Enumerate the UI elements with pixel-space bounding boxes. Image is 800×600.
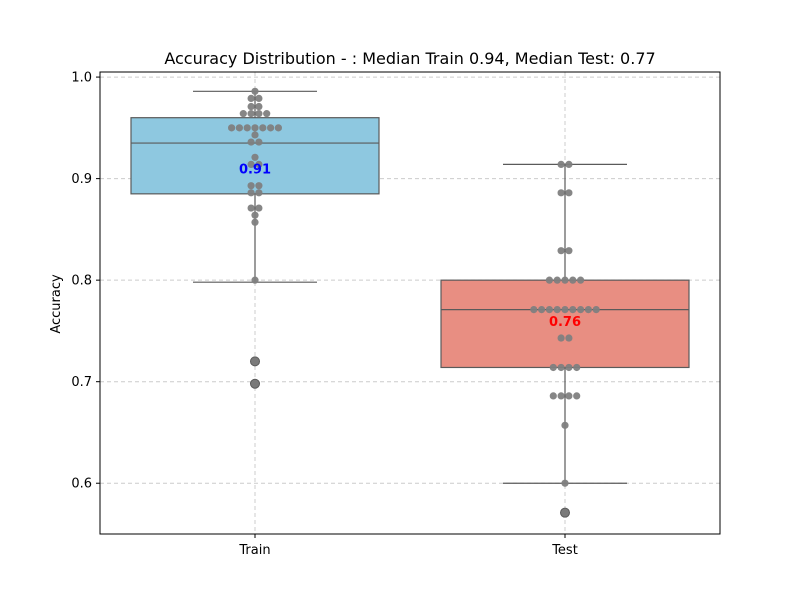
swarm-point [247, 204, 255, 212]
swarm-point [243, 124, 251, 132]
swarm-point [557, 189, 565, 197]
swarm-point [565, 392, 573, 400]
swarm-point [255, 189, 263, 197]
swarm-point [251, 124, 259, 132]
swarm-point [569, 276, 577, 284]
x-tick-label: Train [238, 543, 270, 558]
y-tick-label: 0.6 [71, 477, 92, 492]
swarm-point [573, 392, 581, 400]
swarm-point [263, 110, 271, 118]
swarm-point [565, 189, 573, 197]
y-tick-label: 0.7 [71, 375, 92, 390]
swarm-point [247, 189, 255, 197]
swarm-point [557, 160, 565, 168]
swarm-point [228, 124, 236, 132]
swarm-point [259, 124, 267, 132]
swarm-point [251, 153, 259, 161]
swarm-point [255, 182, 263, 190]
swarm-point [251, 87, 259, 95]
swarm-point [251, 131, 259, 139]
y-tick-label: 1.0 [71, 71, 92, 86]
swarm-point [577, 276, 585, 284]
swarm-point [255, 94, 263, 102]
y-tick-label: 0.8 [71, 274, 92, 289]
swarm-point [569, 306, 577, 314]
swarm-point [557, 392, 565, 400]
swarm-point [255, 160, 263, 168]
swarm-point [267, 124, 275, 132]
swarm-point [549, 392, 557, 400]
swarm-point [561, 479, 569, 487]
boxes [130, 90, 690, 518]
swarm-point [251, 211, 259, 219]
swarm-point [557, 247, 565, 255]
swarm-point [557, 363, 565, 372]
swarm-point [561, 306, 569, 314]
mean-label: 0.91 [239, 162, 271, 177]
swarm-point [255, 138, 263, 146]
swarm-point [565, 160, 573, 168]
swarm-point [577, 306, 585, 314]
mean-labels: 0.91 0.76 [239, 162, 581, 329]
swarm-point [530, 306, 538, 314]
x-tick-label: Test [551, 543, 578, 558]
swarm-point [565, 363, 573, 372]
swarm-point [247, 182, 255, 190]
swarm-point [573, 363, 581, 372]
swarm-point [255, 102, 263, 111]
swarm-point [247, 110, 255, 118]
swarm-point [592, 306, 600, 314]
axes: 0.6 0.7 0.8 0.9 1.0 Train Test [71, 71, 577, 558]
box-iqr [440, 279, 690, 369]
outlier-point [560, 507, 570, 518]
swarm-point [538, 306, 546, 314]
mean-label: 0.76 [549, 315, 581, 330]
swarm-point [565, 247, 573, 255]
swarm-point [235, 124, 243, 132]
swarm-point [557, 334, 565, 342]
swarm-point [545, 306, 554, 314]
swarm-point [565, 334, 573, 342]
outlier-point [250, 378, 260, 389]
swarm-point [247, 102, 255, 111]
swarm-point [274, 124, 282, 132]
outlier-point [250, 356, 260, 367]
swarm-point [247, 94, 255, 102]
swarm-point [549, 363, 557, 372]
y-axis-label: Accuracy [49, 274, 64, 334]
swarm-point [561, 276, 569, 284]
swarm-point [545, 276, 554, 284]
swarm-point [584, 306, 593, 314]
chart-title: Accuracy Distribution - : Median Train 0… [164, 49, 655, 68]
swarm-point [255, 204, 263, 212]
swarm-point [247, 160, 255, 168]
swarm-point [553, 276, 561, 284]
swarm-point [239, 110, 247, 118]
swarm-point [553, 306, 561, 314]
swarm-point [247, 138, 255, 146]
swarm-points [228, 87, 600, 487]
swarm-point [561, 421, 569, 429]
plot-frame [99, 71, 721, 535]
y-tick-label: 0.9 [71, 172, 92, 187]
swarm-point [255, 110, 263, 118]
swarm-point [251, 218, 259, 226]
swarm-point [251, 276, 259, 284]
